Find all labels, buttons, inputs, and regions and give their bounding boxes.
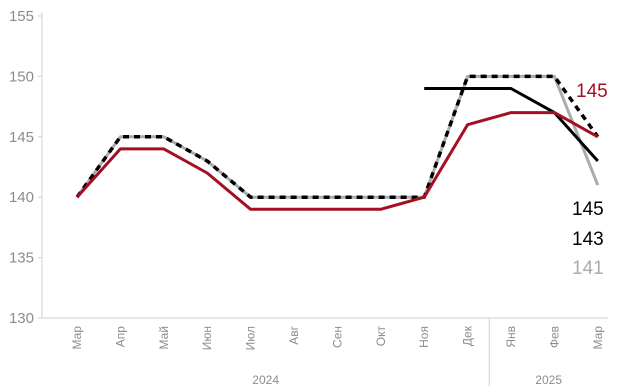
x-tick-label: Апр (113, 326, 127, 348)
end-value-label: 143 (572, 229, 604, 250)
series-line-black-dashed (75, 74, 600, 199)
x-tick-label: Сен (330, 326, 344, 348)
labels-group: 145 145 143 141 (572, 81, 608, 279)
x-tick-label: Янв (504, 326, 518, 348)
x-tick-label: Дек (461, 325, 475, 346)
x-tick-label: Окт (374, 326, 388, 347)
series-line-red (75, 111, 599, 211)
y-tick-label: 145 (9, 129, 34, 146)
end-value-label: 141 (572, 258, 604, 279)
year-label: 2025 (535, 373, 562, 387)
end-value-label: 145 (572, 199, 604, 220)
y-tick-label: 150 (9, 68, 34, 85)
series-group (75, 74, 600, 211)
series-line-black (424, 87, 599, 163)
x-tick-label: Июн (200, 326, 214, 350)
x-tick-label: Июл (244, 326, 258, 350)
x-tick-label: Мар (591, 326, 605, 350)
x-tick-label: Авг (287, 325, 301, 344)
axes: 130 135 140 145 150 155 Мар Апр Май Июн Июл Авг Сен О… (9, 8, 608, 387)
y-tick-label: 140 (9, 189, 34, 206)
y-tick-label: 130 (9, 310, 34, 327)
end-value-label: 145 (576, 81, 608, 102)
y-tick-label: 135 (9, 250, 34, 267)
x-tick-label: Май (157, 326, 171, 350)
year-label: 2024 (252, 373, 279, 387)
x-tick-label: Фев (547, 326, 561, 348)
x-tick-label: Ноя (417, 326, 431, 348)
y-tick-label: 155 (9, 8, 34, 25)
x-tick-label: Мар (70, 326, 84, 350)
